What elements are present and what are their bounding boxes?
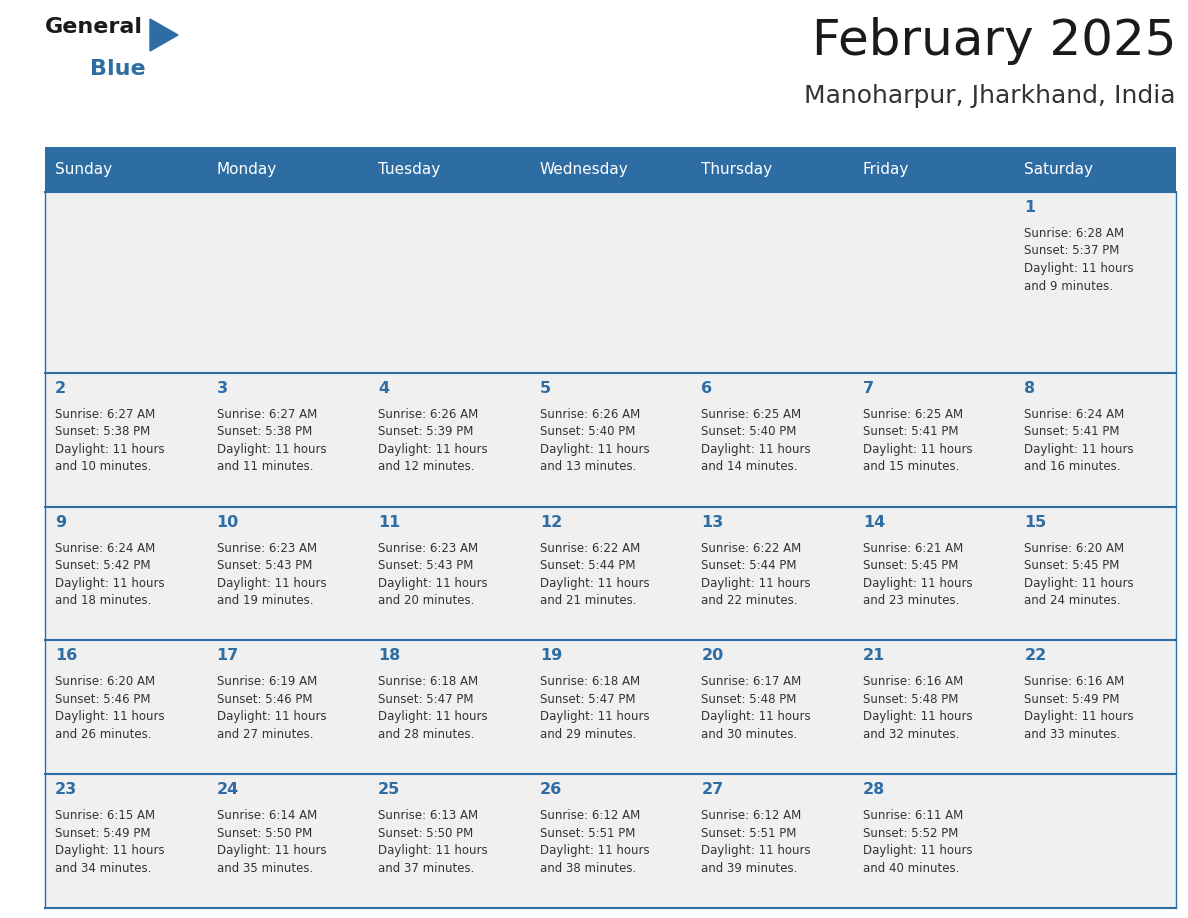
Text: Sunrise: 6:25 AM
Sunset: 5:40 PM
Daylight: 11 hours
and 14 minutes.: Sunrise: 6:25 AM Sunset: 5:40 PM Dayligh… <box>701 408 811 473</box>
Text: Sunrise: 6:14 AM
Sunset: 5:50 PM
Daylight: 11 hours
and 35 minutes.: Sunrise: 6:14 AM Sunset: 5:50 PM Dayligh… <box>216 809 327 875</box>
Text: 23: 23 <box>55 782 77 797</box>
Text: Sunrise: 6:18 AM
Sunset: 5:47 PM
Daylight: 11 hours
and 29 minutes.: Sunrise: 6:18 AM Sunset: 5:47 PM Dayligh… <box>539 676 650 741</box>
Text: 9: 9 <box>55 514 67 530</box>
Text: Friday: Friday <box>862 162 909 177</box>
Text: 19: 19 <box>539 648 562 664</box>
FancyBboxPatch shape <box>45 147 1176 192</box>
Text: Sunrise: 6:22 AM
Sunset: 5:44 PM
Daylight: 11 hours
and 22 minutes.: Sunrise: 6:22 AM Sunset: 5:44 PM Dayligh… <box>701 542 811 607</box>
Text: Sunrise: 6:15 AM
Sunset: 5:49 PM
Daylight: 11 hours
and 34 minutes.: Sunrise: 6:15 AM Sunset: 5:49 PM Dayligh… <box>55 809 165 875</box>
Text: 14: 14 <box>862 514 885 530</box>
Text: Blue: Blue <box>90 59 146 79</box>
Text: 2: 2 <box>55 381 67 396</box>
Text: 5: 5 <box>539 381 551 396</box>
Text: 8: 8 <box>1024 381 1036 396</box>
Text: 4: 4 <box>378 381 390 396</box>
Text: Sunrise: 6:27 AM
Sunset: 5:38 PM
Daylight: 11 hours
and 10 minutes.: Sunrise: 6:27 AM Sunset: 5:38 PM Dayligh… <box>55 408 165 473</box>
Text: Tuesday: Tuesday <box>378 162 441 177</box>
Text: Manoharpur, Jharkhand, India: Manoharpur, Jharkhand, India <box>804 84 1176 108</box>
Text: Sunrise: 6:24 AM
Sunset: 5:41 PM
Daylight: 11 hours
and 16 minutes.: Sunrise: 6:24 AM Sunset: 5:41 PM Dayligh… <box>1024 408 1135 473</box>
Text: 10: 10 <box>216 514 239 530</box>
Text: Sunrise: 6:23 AM
Sunset: 5:43 PM
Daylight: 11 hours
and 19 minutes.: Sunrise: 6:23 AM Sunset: 5:43 PM Dayligh… <box>216 542 327 607</box>
Text: 7: 7 <box>862 381 874 396</box>
Text: Sunrise: 6:23 AM
Sunset: 5:43 PM
Daylight: 11 hours
and 20 minutes.: Sunrise: 6:23 AM Sunset: 5:43 PM Dayligh… <box>378 542 488 607</box>
Text: Sunday: Sunday <box>55 162 112 177</box>
Text: 18: 18 <box>378 648 400 664</box>
Text: Sunrise: 6:13 AM
Sunset: 5:50 PM
Daylight: 11 hours
and 37 minutes.: Sunrise: 6:13 AM Sunset: 5:50 PM Dayligh… <box>378 809 488 875</box>
Text: 24: 24 <box>216 782 239 797</box>
Text: 15: 15 <box>1024 514 1047 530</box>
Text: 16: 16 <box>55 648 77 664</box>
Text: February 2025: February 2025 <box>811 17 1176 65</box>
Text: 20: 20 <box>701 648 723 664</box>
Text: Sunrise: 6:18 AM
Sunset: 5:47 PM
Daylight: 11 hours
and 28 minutes.: Sunrise: 6:18 AM Sunset: 5:47 PM Dayligh… <box>378 676 488 741</box>
Bar <box>45 192 1176 908</box>
Text: Sunrise: 6:16 AM
Sunset: 5:49 PM
Daylight: 11 hours
and 33 minutes.: Sunrise: 6:16 AM Sunset: 5:49 PM Dayligh… <box>1024 676 1135 741</box>
Text: Sunrise: 6:20 AM
Sunset: 5:45 PM
Daylight: 11 hours
and 24 minutes.: Sunrise: 6:20 AM Sunset: 5:45 PM Dayligh… <box>1024 542 1135 607</box>
Text: Sunrise: 6:26 AM
Sunset: 5:39 PM
Daylight: 11 hours
and 12 minutes.: Sunrise: 6:26 AM Sunset: 5:39 PM Dayligh… <box>378 408 488 473</box>
Text: General: General <box>45 17 143 37</box>
Text: Thursday: Thursday <box>701 162 772 177</box>
Text: Sunrise: 6:25 AM
Sunset: 5:41 PM
Daylight: 11 hours
and 15 minutes.: Sunrise: 6:25 AM Sunset: 5:41 PM Dayligh… <box>862 408 973 473</box>
Polygon shape <box>150 19 178 51</box>
Text: Sunrise: 6:26 AM
Sunset: 5:40 PM
Daylight: 11 hours
and 13 minutes.: Sunrise: 6:26 AM Sunset: 5:40 PM Dayligh… <box>539 408 650 473</box>
Text: 13: 13 <box>701 514 723 530</box>
Text: 11: 11 <box>378 514 400 530</box>
Text: 6: 6 <box>701 381 713 396</box>
Text: 26: 26 <box>539 782 562 797</box>
Text: Monday: Monday <box>216 162 277 177</box>
Text: Sunrise: 6:22 AM
Sunset: 5:44 PM
Daylight: 11 hours
and 21 minutes.: Sunrise: 6:22 AM Sunset: 5:44 PM Dayligh… <box>539 542 650 607</box>
Text: 1: 1 <box>1024 200 1036 215</box>
Text: Sunrise: 6:11 AM
Sunset: 5:52 PM
Daylight: 11 hours
and 40 minutes.: Sunrise: 6:11 AM Sunset: 5:52 PM Dayligh… <box>862 809 973 875</box>
Text: 25: 25 <box>378 782 400 797</box>
Text: Sunrise: 6:17 AM
Sunset: 5:48 PM
Daylight: 11 hours
and 30 minutes.: Sunrise: 6:17 AM Sunset: 5:48 PM Dayligh… <box>701 676 811 741</box>
Text: Sunrise: 6:12 AM
Sunset: 5:51 PM
Daylight: 11 hours
and 38 minutes.: Sunrise: 6:12 AM Sunset: 5:51 PM Dayligh… <box>539 809 650 875</box>
Text: Sunrise: 6:24 AM
Sunset: 5:42 PM
Daylight: 11 hours
and 18 minutes.: Sunrise: 6:24 AM Sunset: 5:42 PM Dayligh… <box>55 542 165 607</box>
Text: 22: 22 <box>1024 648 1047 664</box>
Text: Sunrise: 6:20 AM
Sunset: 5:46 PM
Daylight: 11 hours
and 26 minutes.: Sunrise: 6:20 AM Sunset: 5:46 PM Dayligh… <box>55 676 165 741</box>
Text: 21: 21 <box>862 648 885 664</box>
Text: Sunrise: 6:19 AM
Sunset: 5:46 PM
Daylight: 11 hours
and 27 minutes.: Sunrise: 6:19 AM Sunset: 5:46 PM Dayligh… <box>216 676 327 741</box>
Text: Sunrise: 6:12 AM
Sunset: 5:51 PM
Daylight: 11 hours
and 39 minutes.: Sunrise: 6:12 AM Sunset: 5:51 PM Dayligh… <box>701 809 811 875</box>
Text: Sunrise: 6:27 AM
Sunset: 5:38 PM
Daylight: 11 hours
and 11 minutes.: Sunrise: 6:27 AM Sunset: 5:38 PM Dayligh… <box>216 408 327 473</box>
Text: Saturday: Saturday <box>1024 162 1093 177</box>
Text: Sunrise: 6:16 AM
Sunset: 5:48 PM
Daylight: 11 hours
and 32 minutes.: Sunrise: 6:16 AM Sunset: 5:48 PM Dayligh… <box>862 676 973 741</box>
Text: 3: 3 <box>216 381 228 396</box>
Text: 27: 27 <box>701 782 723 797</box>
Text: Sunrise: 6:28 AM
Sunset: 5:37 PM
Daylight: 11 hours
and 9 minutes.: Sunrise: 6:28 AM Sunset: 5:37 PM Dayligh… <box>1024 227 1135 293</box>
Text: 12: 12 <box>539 514 562 530</box>
Text: 17: 17 <box>216 648 239 664</box>
Text: Sunrise: 6:21 AM
Sunset: 5:45 PM
Daylight: 11 hours
and 23 minutes.: Sunrise: 6:21 AM Sunset: 5:45 PM Dayligh… <box>862 542 973 607</box>
Text: Wednesday: Wednesday <box>539 162 628 177</box>
Text: 28: 28 <box>862 782 885 797</box>
